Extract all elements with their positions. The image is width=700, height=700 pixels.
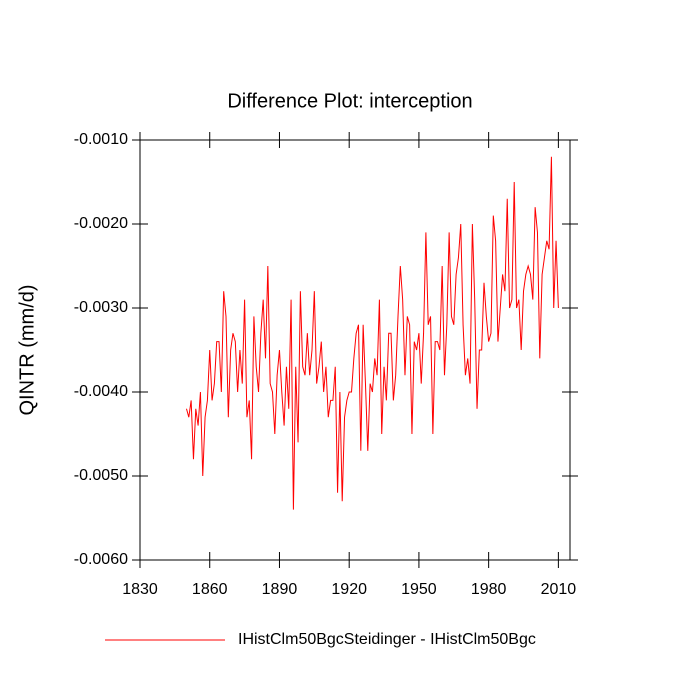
x-tick-label: 1890: [262, 581, 298, 598]
chart-title: Difference Plot: interception: [227, 90, 472, 112]
y-tick-label: -0.0030: [74, 299, 128, 316]
y-tick-label: -0.0010: [74, 131, 128, 148]
y-tick-label: -0.0060: [74, 551, 128, 568]
x-tick-label: 1920: [331, 581, 367, 598]
y-tick-label: -0.0040: [74, 383, 128, 400]
x-tick-label: 1950: [401, 581, 437, 598]
y-tick-label: -0.0020: [74, 215, 128, 232]
y-axis-label: QINTR (mm/d): [16, 284, 38, 415]
legend-label: IHistClm50BgcSteidinger - IHistClm50Bgc: [238, 631, 536, 648]
x-tick-label: 2010: [541, 581, 577, 598]
plot-frame: [139, 139, 571, 561]
x-tick-label: 1830: [122, 581, 158, 598]
y-tick-label: -0.0050: [74, 467, 128, 484]
x-tick-label: 1980: [471, 581, 507, 598]
x-tick-label: 1860: [192, 581, 228, 598]
data-line: [186, 156, 559, 510]
